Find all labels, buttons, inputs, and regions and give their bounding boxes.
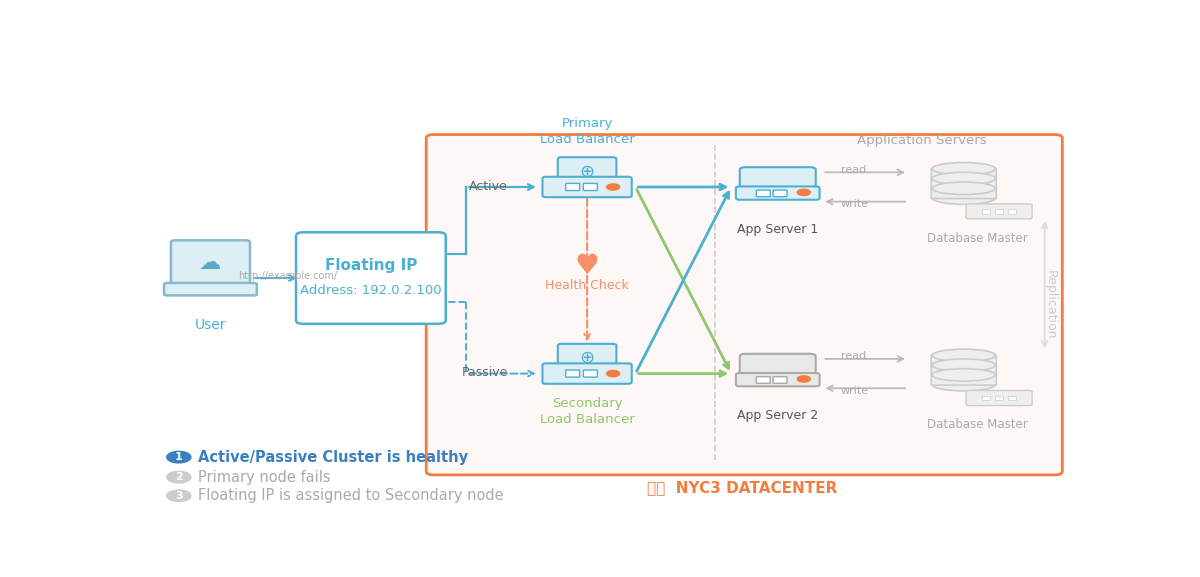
Bar [995,396,1003,400]
FancyBboxPatch shape [773,190,787,197]
FancyBboxPatch shape [542,364,631,384]
FancyBboxPatch shape [931,374,996,385]
FancyBboxPatch shape [736,373,820,387]
FancyBboxPatch shape [565,370,580,377]
Text: ☁: ☁ [199,253,222,272]
Ellipse shape [932,369,995,381]
Text: ⊕: ⊕ [580,163,595,181]
FancyBboxPatch shape [739,167,816,189]
FancyBboxPatch shape [542,177,631,197]
Text: read: read [841,164,866,175]
Ellipse shape [932,359,995,372]
Circle shape [797,189,810,196]
Ellipse shape [932,349,995,362]
FancyBboxPatch shape [931,355,996,366]
Text: User: User [194,318,226,332]
Ellipse shape [932,163,995,175]
FancyBboxPatch shape [756,190,770,197]
Text: Primary
Load Balancer: Primary Load Balancer [540,117,635,146]
Text: Health Check: Health Check [545,279,629,292]
Text: 1: 1 [175,452,182,462]
Ellipse shape [932,359,995,372]
FancyBboxPatch shape [558,157,617,185]
Text: Floating IP: Floating IP [325,258,418,273]
Text: Replication: Replication [1044,270,1057,339]
Text: Database Master: Database Master [928,231,1028,245]
Bar [983,209,990,213]
FancyBboxPatch shape [426,134,1062,475]
Circle shape [167,451,191,463]
FancyBboxPatch shape [583,183,598,190]
Text: 2: 2 [175,472,182,482]
Text: 3: 3 [175,491,182,501]
FancyBboxPatch shape [756,377,770,383]
Text: read: read [841,351,866,361]
FancyBboxPatch shape [931,365,996,376]
Text: 🇺🇸  NYC3 DATACENTER: 🇺🇸 NYC3 DATACENTER [647,480,838,495]
FancyBboxPatch shape [170,240,250,289]
Text: Database Master: Database Master [928,418,1028,431]
Text: http://example.com/: http://example.com/ [238,271,337,281]
FancyBboxPatch shape [558,344,617,372]
Text: ♥: ♥ [575,252,600,280]
Text: App Server 2: App Server 2 [737,409,818,422]
Circle shape [167,471,191,483]
Text: write: write [841,199,869,209]
Circle shape [607,370,619,377]
FancyBboxPatch shape [931,178,996,189]
FancyBboxPatch shape [583,370,598,377]
Text: Active/Passive Cluster is healthy: Active/Passive Cluster is healthy [198,449,468,464]
FancyBboxPatch shape [931,188,996,198]
FancyBboxPatch shape [773,377,787,383]
Text: Passive: Passive [462,366,508,379]
Bar [995,209,1003,213]
Ellipse shape [932,173,995,185]
Ellipse shape [932,182,995,194]
FancyBboxPatch shape [565,183,580,190]
Bar [983,396,990,400]
Ellipse shape [932,379,995,391]
Text: Application Servers: Application Servers [857,134,986,147]
Text: ⊕: ⊕ [580,349,595,367]
Ellipse shape [932,173,995,185]
FancyBboxPatch shape [966,391,1032,406]
Circle shape [607,184,619,190]
FancyBboxPatch shape [164,283,257,295]
Circle shape [167,490,191,501]
FancyBboxPatch shape [966,204,1032,219]
Bar [1008,396,1016,400]
Text: Floating IP is assigned to Secondary node: Floating IP is assigned to Secondary nod… [198,488,504,503]
FancyBboxPatch shape [931,168,996,179]
Text: Secondary
Load Balancer: Secondary Load Balancer [540,397,635,426]
Text: Address: 192.0.2.100: Address: 192.0.2.100 [300,284,442,297]
Text: App Server 1: App Server 1 [737,223,818,235]
FancyBboxPatch shape [296,233,445,324]
Text: write: write [841,386,869,396]
Text: Active: Active [469,179,508,193]
Bar [1008,209,1016,213]
FancyBboxPatch shape [739,354,816,375]
FancyBboxPatch shape [736,186,820,200]
Ellipse shape [932,192,995,204]
Text: Primary node fails: Primary node fails [198,470,331,485]
Circle shape [797,376,810,382]
